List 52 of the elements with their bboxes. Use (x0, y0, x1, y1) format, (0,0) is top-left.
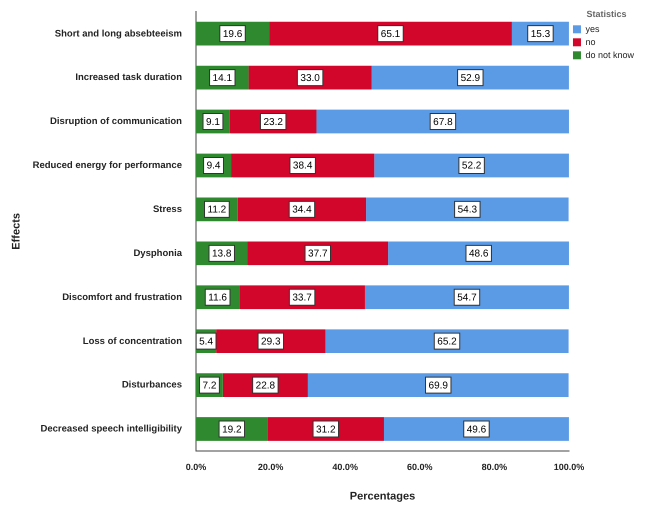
data-label: 15.3 (530, 28, 551, 40)
y-tick-label: Discomfort and frustration (62, 292, 182, 303)
x-tick-label: 80.0% (482, 462, 508, 472)
data-label: 7.2 (202, 380, 217, 392)
x-axis-title: Percentages (350, 490, 416, 502)
data-label: 65.2 (437, 336, 458, 348)
data-label: 11.2 (208, 204, 227, 216)
data-label: 49.6 (466, 424, 487, 436)
data-label: 48.6 (468, 248, 489, 260)
legend-label: no (585, 36, 596, 47)
data-label: 38.4 (292, 160, 313, 172)
x-tick-label: 20.0% (258, 462, 284, 472)
data-label: 19.2 (222, 424, 242, 436)
data-label: 11.6 (208, 292, 228, 304)
data-label: 33.0 (300, 72, 320, 84)
legend-title: Statistics (586, 8, 626, 19)
data-label: 69.9 (428, 380, 448, 392)
data-label: 23.2 (263, 116, 284, 128)
data-label: 67.8 (433, 116, 454, 128)
x-tick-label: 100.0% (554, 462, 584, 472)
data-label: 52.2 (462, 160, 482, 172)
data-label: 54.7 (457, 292, 478, 304)
y-tick-label: Disruption of communication (50, 116, 182, 128)
data-label: 52.9 (460, 72, 480, 84)
y-tick-label: Disturbances (122, 380, 182, 391)
y-tick-label: Increased task duration (75, 72, 182, 84)
data-label: 9.4 (206, 160, 221, 172)
y-tick-label: Stress (152, 204, 182, 216)
data-label: 31.2 (316, 424, 336, 436)
y-tick-label: Reduced energy for performance (32, 160, 182, 172)
data-label: 54.3 (458, 204, 478, 216)
data-label: 33.7 (292, 292, 312, 304)
data-label: 65.1 (380, 28, 401, 40)
data-label: 29.3 (261, 336, 281, 348)
x-tick-label: 40.0% (332, 462, 358, 472)
data-label: 34.4 (292, 204, 312, 216)
data-label: 37.7 (308, 248, 328, 260)
y-tick-label: Dysphonia (133, 248, 183, 259)
y-tick-label: Loss of concentration (82, 336, 182, 347)
legend-label: yes (585, 24, 600, 34)
y-tick-label: Decreased speech intelligibility (40, 424, 183, 435)
data-label: 22.8 (256, 380, 276, 392)
x-tick-label: 60.0% (407, 462, 433, 472)
data-label: 13.8 (212, 248, 232, 260)
data-label: 19.6 (222, 28, 243, 40)
data-label: 5.4 (199, 336, 214, 348)
y-axis-title: Effects (10, 213, 23, 250)
legend-label: do not know (585, 50, 634, 60)
data-label: 14.1 (212, 72, 232, 84)
data-label: 9.1 (206, 116, 220, 128)
y-tick-label: Short and long absebteeism (54, 28, 182, 40)
x-tick-label: 0.0% (186, 462, 206, 472)
